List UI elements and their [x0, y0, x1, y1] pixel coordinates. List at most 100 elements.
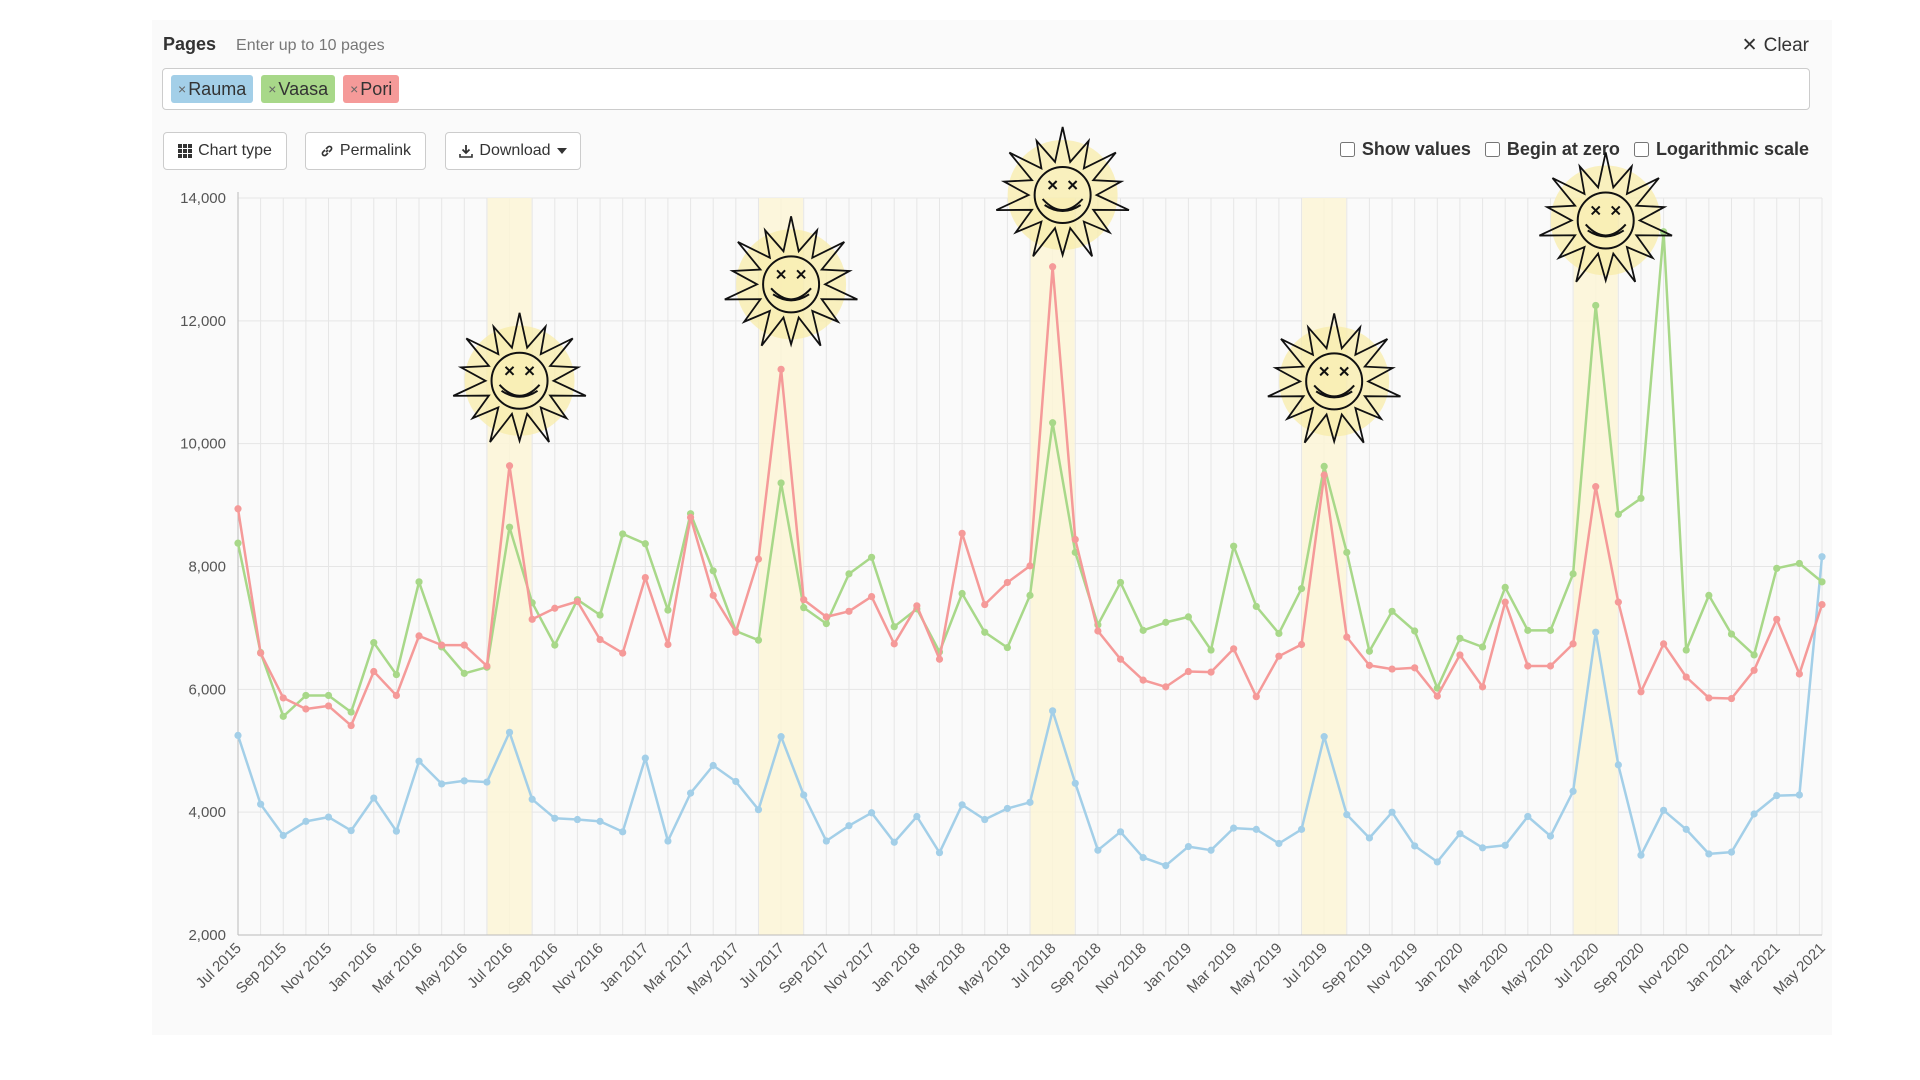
- data-point-rauma: [1162, 861, 1170, 870]
- data-point-vaasa: [1478, 643, 1487, 651]
- data-point-pori: [483, 662, 491, 670]
- data-point-vaasa: [800, 604, 808, 612]
- data-point-pori: [415, 632, 423, 640]
- y-tick-label: 4,000: [188, 804, 226, 821]
- tag-pori[interactable]: × Pori: [343, 75, 400, 103]
- data-point-rauma: [641, 754, 649, 762]
- data-point-pori: [392, 691, 400, 700]
- data-point-vaasa: [1524, 626, 1532, 634]
- page-tag-input[interactable]: × Rauma × Vaasa × Pori: [162, 68, 1810, 110]
- data-point-pori: [1478, 683, 1487, 691]
- data-point-pori: [279, 694, 287, 702]
- data-point-pori: [528, 615, 536, 623]
- data-point-rauma: [415, 757, 423, 765]
- data-point-vaasa: [415, 578, 423, 586]
- data-point-vaasa: [1546, 626, 1555, 634]
- data-point-vaasa: [370, 639, 378, 647]
- data-point-pori: [1727, 694, 1736, 703]
- data-point-pori: [1818, 600, 1826, 609]
- tag-vaasa[interactable]: × Vaasa: [261, 75, 336, 103]
- show-values-label: Show values: [1361, 139, 1471, 159]
- data-point-pori: [1184, 667, 1192, 676]
- data-point-rauma: [1184, 842, 1192, 851]
- data-point-vaasa: [1637, 494, 1645, 502]
- permalink-button[interactable]: Permalink: [305, 132, 426, 170]
- data-point-rauma: [664, 837, 672, 845]
- remove-tag-icon[interactable]: ×: [268, 81, 277, 97]
- data-point-rauma: [257, 800, 265, 808]
- data-point-pori: [1230, 645, 1238, 653]
- data-point-pori: [1773, 615, 1781, 623]
- clear-button[interactable]: ✕ Clear: [1742, 34, 1809, 57]
- data-point-vaasa: [1343, 548, 1351, 556]
- remove-tag-icon[interactable]: ×: [350, 81, 359, 97]
- sun-doodle-icon: [1267, 313, 1401, 445]
- data-point-rauma: [868, 809, 876, 817]
- chart-panel: [152, 20, 1832, 1035]
- y-tick-label: 8,000: [188, 559, 226, 576]
- data-point-rauma: [981, 815, 989, 824]
- data-point-pori: [732, 628, 740, 636]
- data-point-pori: [1637, 688, 1645, 696]
- data-point-rauma: [1139, 854, 1147, 862]
- data-point-pori: [1795, 670, 1803, 678]
- data-point-pori: [777, 365, 785, 373]
- data-point-rauma: [1614, 761, 1622, 769]
- caret-down-icon: [556, 148, 567, 154]
- data-point-rauma: [279, 831, 287, 840]
- data-point-vaasa: [234, 539, 242, 547]
- data-point-vaasa: [868, 553, 876, 561]
- data-point-pori: [1388, 665, 1396, 673]
- data-point-rauma: [438, 780, 446, 788]
- data-point-rauma: [1818, 553, 1826, 561]
- data-point-vaasa: [324, 691, 333, 700]
- data-point-rauma: [324, 813, 333, 821]
- data-point-rauma: [619, 828, 627, 836]
- log-scale-checkbox[interactable]: [1633, 142, 1649, 157]
- show-values-checkbox[interactable]: [1339, 142, 1355, 157]
- show-values-option[interactable]: Show values: [1339, 139, 1471, 160]
- summer-highlight-band: [1302, 198, 1347, 935]
- data-point-pori: [1297, 640, 1306, 649]
- data-point-pori: [981, 600, 989, 609]
- data-point-vaasa: [1614, 510, 1622, 518]
- pages-header: Pages Enter up to 10 pages: [163, 34, 385, 55]
- grid-icon: [178, 144, 193, 158]
- data-point-pori: [370, 667, 378, 676]
- data-point-vaasa: [460, 669, 468, 677]
- data-point-vaasa: [302, 691, 310, 700]
- data-point-vaasa: [709, 567, 717, 575]
- sun-doodle-icon: [1539, 152, 1673, 284]
- chart-type-button[interactable]: Chart type: [163, 132, 287, 170]
- data-point-pori: [1320, 471, 1328, 479]
- data-point-pori: [868, 592, 876, 601]
- y-tick-label: 6,000: [188, 681, 226, 698]
- data-point-pori: [686, 513, 695, 521]
- data-point-rauma: [1320, 733, 1328, 741]
- data-point-rauma: [958, 801, 966, 809]
- data-point-vaasa: [664, 606, 672, 614]
- data-point-pori: [958, 529, 966, 537]
- tag-rauma[interactable]: × Rauma: [171, 75, 254, 103]
- data-point-vaasa: [958, 589, 966, 598]
- data-point-vaasa: [1049, 419, 1057, 427]
- data-point-rauma: [754, 806, 763, 814]
- data-point-pori: [619, 649, 627, 657]
- clear-label: Clear: [1763, 34, 1809, 56]
- data-point-vaasa: [1116, 578, 1125, 587]
- remove-tag-icon[interactable]: ×: [178, 81, 187, 97]
- begin-at-zero-option[interactable]: Begin at zero: [1484, 139, 1620, 160]
- begin-at-zero-checkbox[interactable]: [1484, 142, 1500, 157]
- data-point-vaasa: [1750, 651, 1758, 659]
- data-point-vaasa: [1139, 626, 1147, 634]
- data-point-rauma: [1546, 832, 1555, 840]
- data-point-rauma: [800, 791, 808, 799]
- data-point-vaasa: [347, 708, 355, 716]
- y-tick-label: 2,000: [188, 927, 226, 944]
- data-point-pori: [347, 721, 355, 730]
- download-button[interactable]: Download: [445, 132, 581, 170]
- data-point-vaasa: [619, 530, 627, 538]
- data-point-rauma: [1637, 851, 1645, 859]
- data-point-rauma: [1727, 848, 1736, 856]
- log-scale-option[interactable]: Logarithmic scale: [1633, 139, 1809, 160]
